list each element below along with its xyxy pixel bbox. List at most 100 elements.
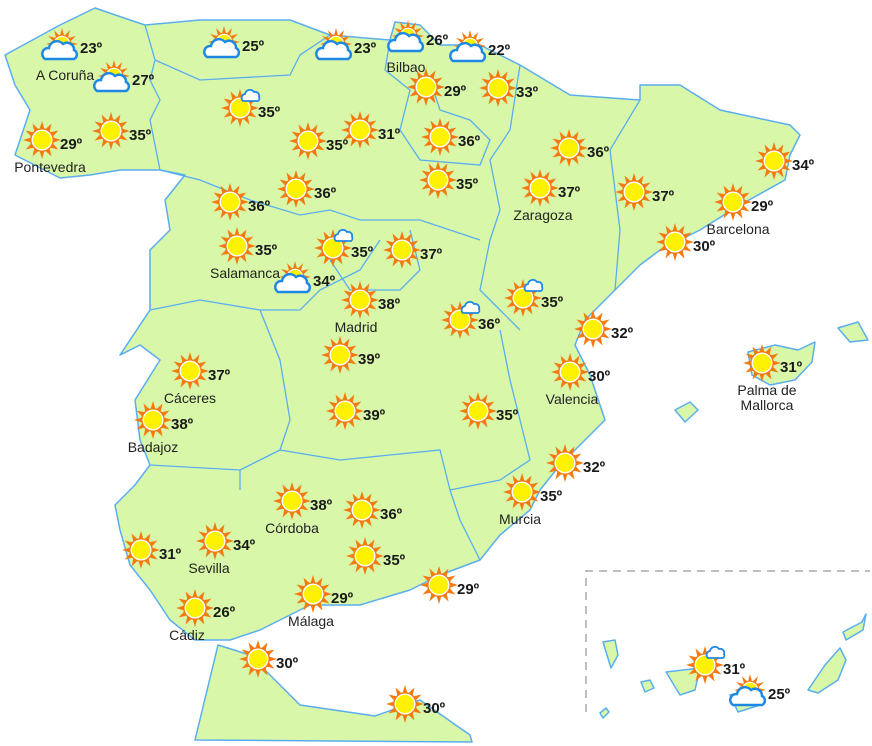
partly-cloudy-icon — [441, 301, 481, 339]
sun-icon — [289, 122, 327, 160]
sun-icon — [321, 336, 359, 374]
sun-icon — [23, 121, 61, 159]
temperature: 31º — [723, 661, 746, 678]
temperature: 35º — [456, 176, 479, 193]
temperature: 34º — [313, 273, 336, 290]
sun-icon — [550, 129, 588, 167]
weather-station: 25º — [729, 674, 790, 707]
tenerife — [665, 667, 701, 696]
sun-icon — [294, 575, 332, 613]
weather-station: 23º A Coruña — [36, 28, 102, 83]
temperature: 25º — [768, 686, 791, 703]
weather-station: 37º — [383, 231, 442, 269]
temperature: 30º — [276, 655, 299, 672]
weather-station: 31º — [122, 531, 181, 569]
partly-cloudy-icon — [314, 229, 354, 267]
weather-station: 36º — [211, 183, 270, 221]
canarias-inset-frame — [585, 570, 870, 712]
menorca — [837, 321, 869, 343]
cloudy-icon — [93, 60, 131, 93]
temperature: 22º — [488, 42, 511, 59]
weather-station: 30º Valencia — [546, 353, 610, 407]
weather-station: 36º — [343, 491, 402, 529]
city-label: Cádiz — [169, 627, 205, 643]
temperature: 23º — [80, 40, 103, 57]
weather-station: 35º Murcia — [499, 473, 562, 527]
temperature: 26º — [426, 32, 449, 49]
sun-icon — [420, 566, 458, 604]
sun-icon — [407, 68, 445, 106]
weather-station: 35º Salamanca — [210, 227, 280, 281]
cloudy-icon — [729, 674, 767, 707]
sun-icon — [386, 685, 424, 723]
temperature: 26º — [213, 604, 236, 621]
temperature: 36º — [587, 144, 610, 161]
sun-icon — [574, 310, 612, 348]
weather-station: 34º — [755, 142, 814, 180]
cloudy-icon — [274, 261, 312, 294]
weather-station: 39º — [321, 336, 380, 374]
temperature: 31º — [378, 126, 401, 143]
hierro — [599, 707, 610, 719]
sun-icon — [92, 112, 130, 150]
weather-station: 30º — [656, 223, 715, 261]
weather-station: 37º Zaragoza — [513, 169, 580, 223]
sun-icon — [341, 281, 379, 319]
temperature: 34º — [233, 537, 256, 554]
city-label: Valencia — [545, 391, 599, 407]
temperature: 36º — [458, 133, 481, 150]
weather-station: 29º Pontevedra — [14, 121, 86, 175]
city-label: Salamanca — [209, 265, 281, 281]
partly-cloudy-icon — [686, 646, 726, 684]
city-label: Badajoz — [127, 439, 179, 455]
weather-station: 35º — [419, 161, 478, 199]
city-label: A Coruña — [35, 67, 95, 83]
weather-station: 26º Cádiz — [169, 589, 235, 643]
temperature: 29º — [457, 581, 480, 598]
temperature: 37º — [558, 184, 581, 201]
weather-station: 29º — [420, 566, 479, 604]
temperature: 38º — [378, 296, 401, 313]
sun-icon — [521, 169, 559, 207]
city-label: Madrid — [334, 319, 378, 335]
weather-station: 38º Madrid — [335, 281, 400, 335]
city-label: Málaga — [288, 613, 334, 629]
temperature: 32º — [611, 325, 634, 342]
sun-icon — [273, 482, 311, 520]
weather-station: 35º — [314, 229, 373, 267]
sun-icon — [122, 531, 160, 569]
temperature: 31º — [780, 359, 803, 376]
weather-station: 38º Badajoz — [128, 401, 193, 455]
temperature: 35º — [383, 552, 406, 569]
weather-station: 35º — [459, 392, 518, 430]
sun-icon — [218, 227, 256, 265]
temperature: 31º — [159, 546, 182, 563]
temperature: 32º — [583, 459, 606, 476]
temperature: 37º — [420, 246, 443, 263]
sun-icon — [714, 183, 752, 221]
sun-icon — [459, 392, 497, 430]
weather-station: 29º Málaga — [288, 575, 353, 629]
weather-station: 30º — [386, 685, 445, 723]
sun-icon — [171, 352, 209, 390]
city-label: Bilbao — [386, 59, 426, 75]
temperature: 36º — [248, 198, 271, 215]
sun-icon — [615, 173, 653, 211]
sun-icon — [346, 537, 384, 575]
temperature: 35º — [258, 104, 281, 121]
city-label: Córdoba — [265, 520, 319, 536]
temperature: 29º — [331, 590, 354, 607]
sun-icon — [479, 69, 517, 107]
weather-station: 36º — [441, 301, 500, 339]
temperature: 38º — [171, 416, 194, 433]
la-palma — [602, 639, 619, 669]
weather-station: 29º — [407, 68, 466, 106]
weather-station: 32º — [574, 310, 633, 348]
weather-station: 27º — [93, 60, 154, 93]
temperature: 30º — [423, 700, 446, 717]
sun-icon — [421, 118, 459, 156]
cloudy-icon — [449, 30, 487, 63]
sun-icon — [277, 170, 315, 208]
region-borders — [144, 24, 641, 561]
temperature: 38º — [310, 497, 333, 514]
